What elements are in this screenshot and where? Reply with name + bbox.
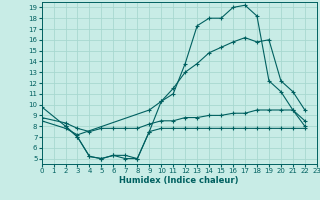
X-axis label: Humidex (Indice chaleur): Humidex (Indice chaleur): [119, 176, 239, 185]
